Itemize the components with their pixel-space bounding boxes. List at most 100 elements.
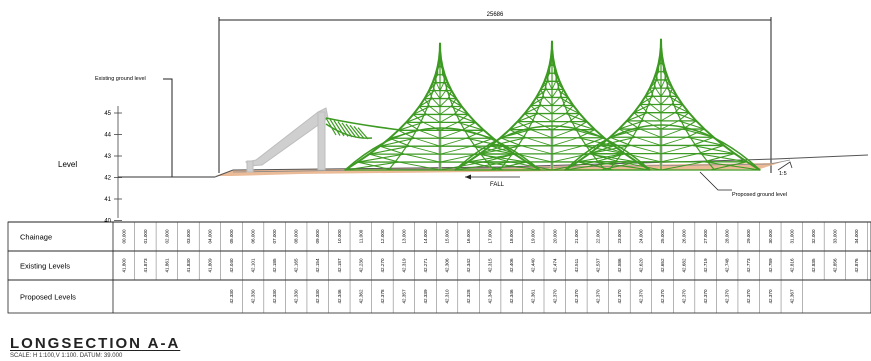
chainage-value: 04.000	[207, 229, 212, 243]
proposed-level-value: 42.328	[466, 289, 471, 303]
proposed-level-value: 42.370	[660, 289, 665, 303]
existing-level-value: 42.187	[337, 258, 342, 272]
existing-level-value: 42.537	[595, 258, 600, 272]
existing-level-value: 41.800	[121, 258, 126, 272]
chainage-value: 21.000	[574, 229, 579, 243]
existing-level-value: 42.856	[832, 258, 837, 272]
proposed-ground-leader	[699, 171, 732, 191]
level-tick-label: 42	[104, 176, 111, 182]
existing-level-value: 42.511	[574, 258, 579, 272]
table-row-label: Proposed Levels	[20, 293, 76, 302]
proposed-level-value: 42.367	[789, 289, 794, 303]
existing-ground-leader	[163, 78, 173, 177]
chainage-value: 07.000	[272, 229, 277, 243]
level-tick-label: 45	[104, 111, 111, 117]
existing-level-value: 42.586	[617, 258, 622, 272]
existing-level-value: 41.861	[164, 258, 169, 272]
chainage-value: 18.000	[509, 229, 514, 243]
proposed-level-value: 42.378	[380, 289, 385, 303]
climbing-net-structure	[325, 38, 761, 171]
chainage-value: 25.000	[660, 229, 665, 243]
chainage-value: 13.000	[401, 229, 406, 243]
existing-level-value: 42.440	[531, 258, 536, 272]
chainage-value: 14.000	[423, 229, 428, 243]
existing-level-value: 41.873	[143, 258, 148, 272]
chainage-value: 02.000	[164, 229, 169, 243]
chainage-value: 20.000	[552, 229, 557, 243]
chainage-value: 29.000	[746, 229, 751, 243]
gradient-label: 1:5	[779, 171, 787, 177]
existing-level-value: 42.306	[445, 258, 450, 272]
chainage-value: 01.000	[143, 229, 148, 243]
grey-wall	[244, 107, 329, 173]
existing-level-value: 42.342	[466, 258, 471, 272]
chainage-value: 27.000	[703, 229, 708, 243]
existing-level-value: 42.620	[638, 258, 643, 272]
existing-level-value: 42.230	[358, 258, 363, 272]
existing-level-value: 42.816	[789, 258, 794, 272]
fall-label: FALL	[490, 182, 505, 188]
overall-dimension	[218, 17, 772, 173]
table-row-label: Existing Levels	[20, 262, 70, 271]
existing-level-value: 42.101	[251, 258, 256, 272]
proposed-level-value: 42.370	[703, 289, 708, 303]
proposed-level-value: 42.346	[509, 289, 514, 303]
proposed-level-value: 42.370	[574, 289, 579, 303]
proposed-level-value: 42.330	[294, 289, 299, 303]
proposed-level-value: 42.370	[617, 289, 622, 303]
chainage-value: 17.000	[488, 229, 493, 243]
level-ticks: 454443424140	[104, 111, 122, 225]
existing-level-value: 42.406	[509, 258, 514, 272]
proposed-level-value: 42.310	[445, 289, 450, 303]
level-tick-label: 41	[104, 197, 111, 203]
chainage-value: 05.000	[229, 229, 234, 243]
existing-level-value: 42.789	[768, 258, 773, 272]
proposed-level-value: 42.370	[552, 289, 557, 303]
existing-level-value: 42.748	[725, 258, 730, 272]
existing-level-value: 42.682	[682, 258, 687, 272]
chainage-value: 22.000	[595, 229, 600, 243]
proposed-level-value: 42.346	[337, 289, 342, 303]
existing-level-value: 42.773	[746, 258, 751, 272]
chainage-value: 30.000	[768, 229, 773, 243]
proposed-level-value: 42.370	[768, 289, 773, 303]
chainage-value: 08.000	[294, 229, 299, 243]
existing-ground-line	[214, 154, 869, 178]
sheet-title: LONGSECTION A-A	[10, 335, 181, 352]
chainage-value: 12.000	[380, 229, 385, 243]
chainage-value: 24.000	[638, 229, 643, 243]
chainage-value: 16.000	[466, 229, 471, 243]
gradient-mark	[777, 161, 793, 171]
existing-level-value: 42.319	[401, 258, 406, 272]
proposed-level-value: 42.370	[746, 289, 751, 303]
chainage-value: 06.000	[251, 229, 256, 243]
proposed-level-value: 42.330	[251, 289, 256, 303]
level-tick-label: 43	[104, 154, 111, 160]
chainage-value: 26.000	[682, 229, 687, 243]
chainage-value: 31.000	[789, 229, 794, 243]
existing-level-value: 42.271	[423, 258, 428, 272]
chainage-value: 09.000	[315, 229, 320, 243]
section-table: Chainage Existing Levels Proposed Levels 00…	[7, 221, 871, 314]
level-axis-label: Level	[58, 160, 77, 169]
existing-level-value: 42.719	[703, 258, 708, 272]
chainage-value: 34.000	[854, 229, 859, 243]
proposed-level-value: 42.370	[638, 289, 643, 303]
proposed-level-value: 42.361	[531, 289, 536, 303]
proposed-level-value: 42.370	[682, 289, 687, 303]
proposed-level-value: 42.339	[423, 289, 428, 303]
existing-level-value: 41.809	[207, 258, 212, 272]
chainage-value: 32.000	[811, 229, 816, 243]
chainage-value: 19.000	[531, 229, 536, 243]
chainage-value: 28.000	[725, 229, 730, 243]
proposed-level-value: 42.370	[595, 289, 600, 303]
proposed-level-value: 42.330	[229, 289, 234, 303]
chainage-value: 33.000	[832, 229, 837, 243]
proposed-level-value: 42.370	[725, 289, 730, 303]
chainage-value: 03.000	[186, 229, 191, 243]
existing-level-value: 42.270	[380, 258, 385, 272]
existing-level-value: 42.165	[294, 258, 299, 272]
existing-level-value: 42.315	[488, 258, 493, 272]
proposed-ground-label: Proposed ground level	[732, 192, 787, 198]
